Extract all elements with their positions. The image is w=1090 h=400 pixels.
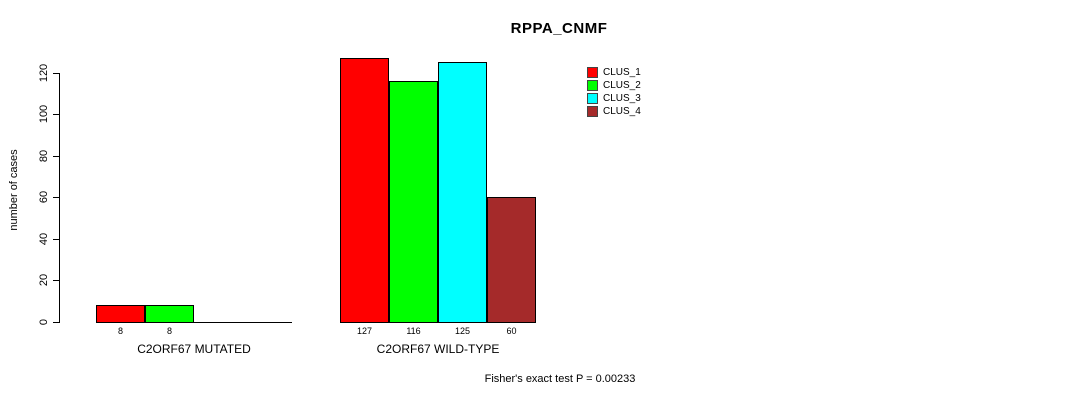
- y-tick-label: 80: [38, 149, 50, 163]
- y-tick: [53, 239, 59, 240]
- y-tick-label: 120: [38, 63, 50, 83]
- legend-swatch-clus_4: [587, 106, 598, 117]
- legend-swatch-clus_3: [587, 93, 598, 104]
- y-tick-label: 60: [38, 190, 50, 204]
- y-tick: [53, 114, 59, 115]
- legend-label: CLUS_1: [603, 67, 641, 78]
- y-axis-line: [59, 73, 60, 323]
- bar-value-label: 8: [117, 326, 124, 336]
- bar-clus_1-group1: [96, 305, 145, 323]
- legend-swatch-clus_1: [587, 67, 598, 78]
- bar-clus_1-group2: [340, 58, 389, 323]
- legend-item: CLUS_2: [587, 80, 641, 91]
- legend-swatch-clus_2: [587, 80, 598, 91]
- y-tick: [53, 322, 59, 323]
- bar-clus_2-group2: [389, 81, 438, 323]
- bar-value-label: 125: [454, 326, 471, 336]
- legend-item: CLUS_4: [587, 106, 641, 117]
- bar-value-label: 116: [406, 326, 421, 336]
- legend-label: CLUS_3: [603, 93, 641, 104]
- y-tick: [53, 156, 59, 157]
- legend-label: CLUS_4: [603, 106, 641, 117]
- bar-clus_3-group2: [438, 62, 487, 323]
- legend-item: CLUS_1: [587, 67, 641, 78]
- y-tick-label: 40: [38, 232, 50, 246]
- bar-value-label: 127: [356, 326, 373, 336]
- y-tick: [53, 73, 59, 74]
- y-tick-label: 20: [38, 273, 50, 287]
- bar-value-label: 60: [506, 326, 517, 336]
- group-label: C2ORF67 WILD-TYPE: [376, 342, 500, 356]
- group-baseline: [96, 322, 292, 323]
- y-tick-label: 0: [38, 318, 50, 326]
- y-tick: [53, 280, 59, 281]
- legend: CLUS_1 CLUS_2 CLUS_3 CLUS_4: [587, 67, 641, 117]
- bar-clus_4-group2: [487, 197, 536, 323]
- legend-label: CLUS_2: [603, 80, 641, 91]
- legend-item: CLUS_3: [587, 93, 641, 104]
- y-tick: [53, 197, 59, 198]
- y-axis-label: number of cases: [8, 149, 20, 231]
- bar-clus_2-group1: [145, 305, 194, 323]
- chart-title: RPPA_CNMF: [510, 20, 608, 37]
- y-tick-label: 100: [38, 104, 50, 124]
- group-label: C2ORF67 MUTATED: [137, 342, 251, 356]
- fisher-test-annotation: Fisher's exact test P = 0.00233: [484, 373, 636, 385]
- bar-value-label: 8: [166, 326, 173, 336]
